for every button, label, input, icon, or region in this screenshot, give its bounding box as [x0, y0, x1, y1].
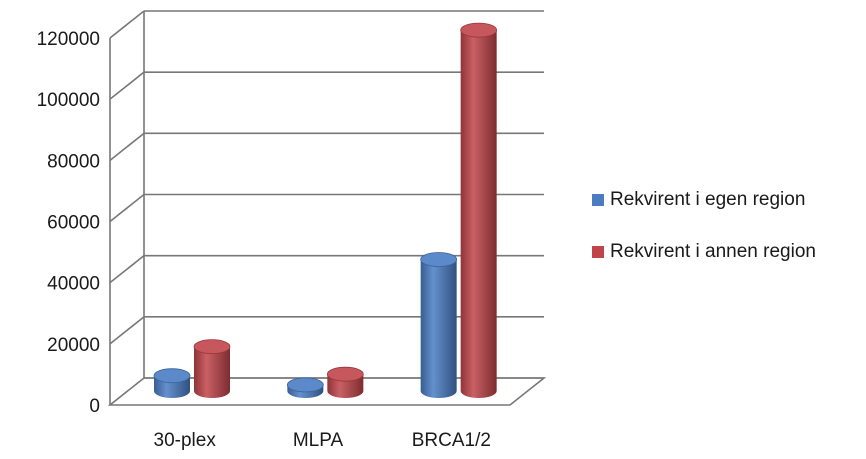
x-tick-label: BRCA1/2	[412, 430, 491, 451]
gridline-side	[109, 71, 145, 100]
legend-swatch-series-1	[592, 194, 604, 206]
bar-body	[420, 259, 457, 399]
bar-body	[194, 346, 230, 398]
bar	[193, 339, 231, 398]
legend-label-series-1: Rekvirent i egen region	[610, 189, 806, 210]
y-tick-label: 40000	[47, 274, 100, 295]
bar-top	[193, 339, 231, 355]
gridline-side	[109, 316, 145, 345]
y-tick-label: 20000	[47, 335, 100, 356]
y-tick-label: 100000	[37, 90, 100, 111]
legend-item-series-1: Rekvirent i egen region	[592, 186, 816, 214]
y-tick-label: 0	[89, 396, 100, 417]
bars	[153, 22, 498, 399]
bar-top	[153, 368, 191, 384]
gridline-side	[109, 255, 145, 284]
gridline-side	[109, 132, 145, 161]
legend-label-series-2: Rekvirent i annen region	[610, 241, 816, 262]
bar	[420, 252, 458, 399]
bar-body	[460, 30, 497, 399]
gridlines	[109, 10, 544, 379]
bar	[153, 368, 191, 398]
x-tick-label: MLPA	[293, 430, 344, 451]
y-tick-label: 120000	[37, 29, 100, 50]
bar-top	[286, 377, 324, 393]
floor	[107, 377, 547, 406]
y-tick-label: 60000	[47, 213, 100, 234]
axes	[107, 11, 547, 406]
x-tick-label: 30-plex	[154, 430, 217, 451]
bar	[326, 366, 364, 399]
bar-top	[326, 366, 364, 382]
bar	[460, 22, 498, 399]
y-tick-labels: 0 20000 40000 60000 80000 100000 120000	[37, 29, 100, 417]
gridline-side	[109, 10, 145, 39]
gridline-side	[109, 193, 145, 223]
legend: Rekvirent i egen region Rekvirent i anne…	[592, 186, 816, 290]
bar-top	[460, 22, 498, 38]
y-tick-label: 80000	[47, 151, 100, 172]
legend-item-series-2: Rekvirent i annen region	[592, 238, 816, 266]
category-labels: 30-plex MLPA BRCA1/2	[154, 430, 491, 451]
legend-swatch-series-2	[592, 246, 604, 258]
bar	[286, 377, 324, 398]
bar-top	[420, 252, 458, 267]
